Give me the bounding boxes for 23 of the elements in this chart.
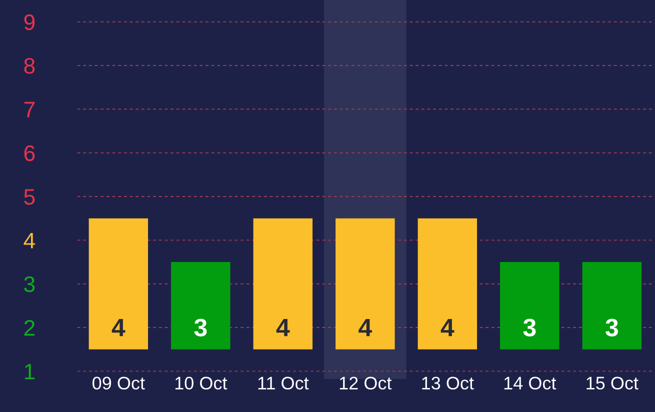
data-label: 4: [440, 318, 454, 336]
x-tick-label: 09 Oct: [92, 376, 145, 390]
y-tick-label: 2: [24, 320, 35, 336]
y-tick-label: 8: [24, 58, 35, 74]
x-tick-label: 14 Oct: [504, 376, 556, 390]
x-tick-label: 11 Oct: [258, 376, 309, 390]
data-label: 4: [276, 318, 290, 336]
y-tick-label: 3: [24, 276, 35, 292]
data-label: 4: [358, 318, 372, 336]
y-tick-label: 1: [24, 364, 35, 380]
data-label: 4: [112, 318, 126, 336]
x-tick-label: 13 Oct: [422, 376, 474, 390]
y-tick-label: 6: [24, 145, 35, 162]
y-tick-label: 4: [24, 232, 35, 248]
x-tick-label: 12 Oct: [340, 376, 392, 390]
x-tick-label: 10 Oct: [175, 376, 228, 390]
y-tick-label: 9: [24, 14, 35, 30]
y-tick-label: 5: [24, 189, 35, 205]
data-label: 3: [523, 318, 536, 336]
data-label: 3: [194, 318, 207, 336]
y-tick-label: 7: [24, 102, 35, 118]
data-label: 3: [606, 318, 618, 336]
x-tick-label: 15 Oct: [586, 376, 638, 390]
